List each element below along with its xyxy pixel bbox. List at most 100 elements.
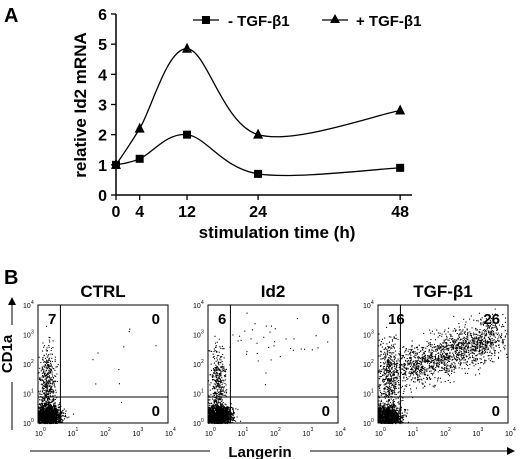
x-tick-label: 10 [205,431,213,438]
x-tick-exponent: 3 [141,427,144,433]
y-tick-exponent: 0 [31,418,34,424]
quadrant-lower-right: 0 [492,403,500,420]
legend-label-minus: - TGF-β1 [228,13,290,30]
x-tick-label: 10 [270,431,278,438]
x-tick-label: 24 [249,204,267,221]
x-tick-exponent: 4 [173,427,176,433]
panel-label-a: A [4,5,18,27]
x-tick-label: 4 [135,204,144,221]
y-tick-exponent: 1 [31,389,34,395]
x-tick-exponent: 3 [311,427,314,433]
x-tick-exponent: 0 [43,427,46,433]
data-point-triangle [182,42,193,53]
y-tick-exponent: 2 [371,359,374,365]
x-tick-label: 10 [100,431,108,438]
facs-title: Id2 [261,282,286,301]
panel-label-b: B [4,267,18,289]
legend-triangle-marker [330,14,340,23]
y-tick-label: 2 [98,128,107,145]
y-tick-label: 10 [23,392,31,399]
y-tick-label: 10 [193,333,201,340]
series-lines [115,48,401,177]
x-tick-label: 10 [375,431,383,438]
x-tick-label: 10 [68,431,76,438]
y-tick-label: 1 [98,158,107,175]
y-tick-exponent: 4 [31,300,34,306]
legend-label-plus: + TGF-β1 [356,13,421,30]
facs-title: TGF-β1 [413,282,472,301]
y-axis-label: relative Id2 mRNA [71,32,90,178]
data-point-triangle [395,104,406,115]
x-tick-label: 10 [133,431,141,438]
x-tick-label: 10 [408,431,416,438]
plot-frame [207,304,339,424]
y-tick-exponent: 3 [201,330,204,336]
quadrant-upper-right: 0 [322,311,330,328]
quadrant-upper-left: 6 [218,311,226,328]
y-tick-label: 5 [98,37,107,54]
event-dots [378,308,509,425]
series-line-plus [115,48,401,166]
x-tick-exponent: 0 [383,427,386,433]
y-tick-label: 10 [363,303,371,310]
data-point-triangle [111,158,121,169]
event-dots [38,325,157,425]
data-point-square [183,130,192,139]
y-tick-label: 10 [193,421,201,428]
x-tick-label: 10 [303,431,311,438]
y-ticks: 0 1 2 3 4 5 6 [98,7,116,205]
y-tick-exponent: 4 [371,300,374,306]
x-tick-exponent: 0 [213,427,216,433]
x-tick-label: 10 [473,431,481,438]
x-tick-exponent: 1 [416,427,419,433]
y-tick-label: 10 [193,392,201,399]
y-tick-exponent: 1 [201,389,204,395]
y-tick-label: 10 [23,362,31,369]
facs-title: CTRL [80,282,125,301]
x-tick-label: 10 [335,431,343,438]
y-tick-label: 10 [363,392,371,399]
x-tick-exponent: 4 [513,427,516,433]
langerin-axis-label: Langerin [228,444,291,459]
data-point-triangle [253,128,264,139]
x-tick-exponent: 2 [108,427,111,433]
x-tick-label: 10 [440,431,448,438]
data-point-square [254,169,263,178]
data-point-triangle [134,122,145,133]
x-tick-label: 12 [178,204,196,221]
x-tick-exponent: 4 [343,427,346,433]
x-tick-label: 0 [112,204,121,221]
x-tick-label: 10 [238,431,246,438]
legend: - TGF-β1 + TGF-β1 [193,13,421,30]
y-tick-label: 10 [363,333,371,340]
quadrant-upper-left: 7 [48,311,56,328]
quadrant-upper-right: 0 [152,311,160,328]
y-tick-label: 10 [23,421,31,428]
y-tick-label: 10 [193,362,201,369]
plot-frame [37,304,169,424]
y-tick-label: 4 [98,67,107,84]
y-tick-exponent: 0 [371,418,374,424]
y-tick-exponent: 1 [371,389,374,395]
x-tick-exponent: 2 [278,427,281,433]
y-tick-exponent: 4 [201,300,204,306]
data-point-square [135,154,144,163]
x-tick-exponent: 1 [246,427,249,433]
cd1a-axis-label: CD1a [0,334,16,373]
legend-square-marker [202,16,210,24]
data-point-square [396,163,405,172]
quadrant-lower-right: 0 [152,403,160,420]
series-line-minus [115,134,401,177]
x-tick-exponent: 3 [481,427,484,433]
y-tick-label: 6 [98,7,107,24]
langerin-arrowhead [507,447,515,455]
y-tick-exponent: 3 [31,330,34,336]
quadrant-lower-right: 0 [322,403,330,420]
series-markers [111,42,406,178]
y-tick-label: 3 [98,98,107,115]
y-tick-label: 10 [23,333,31,340]
